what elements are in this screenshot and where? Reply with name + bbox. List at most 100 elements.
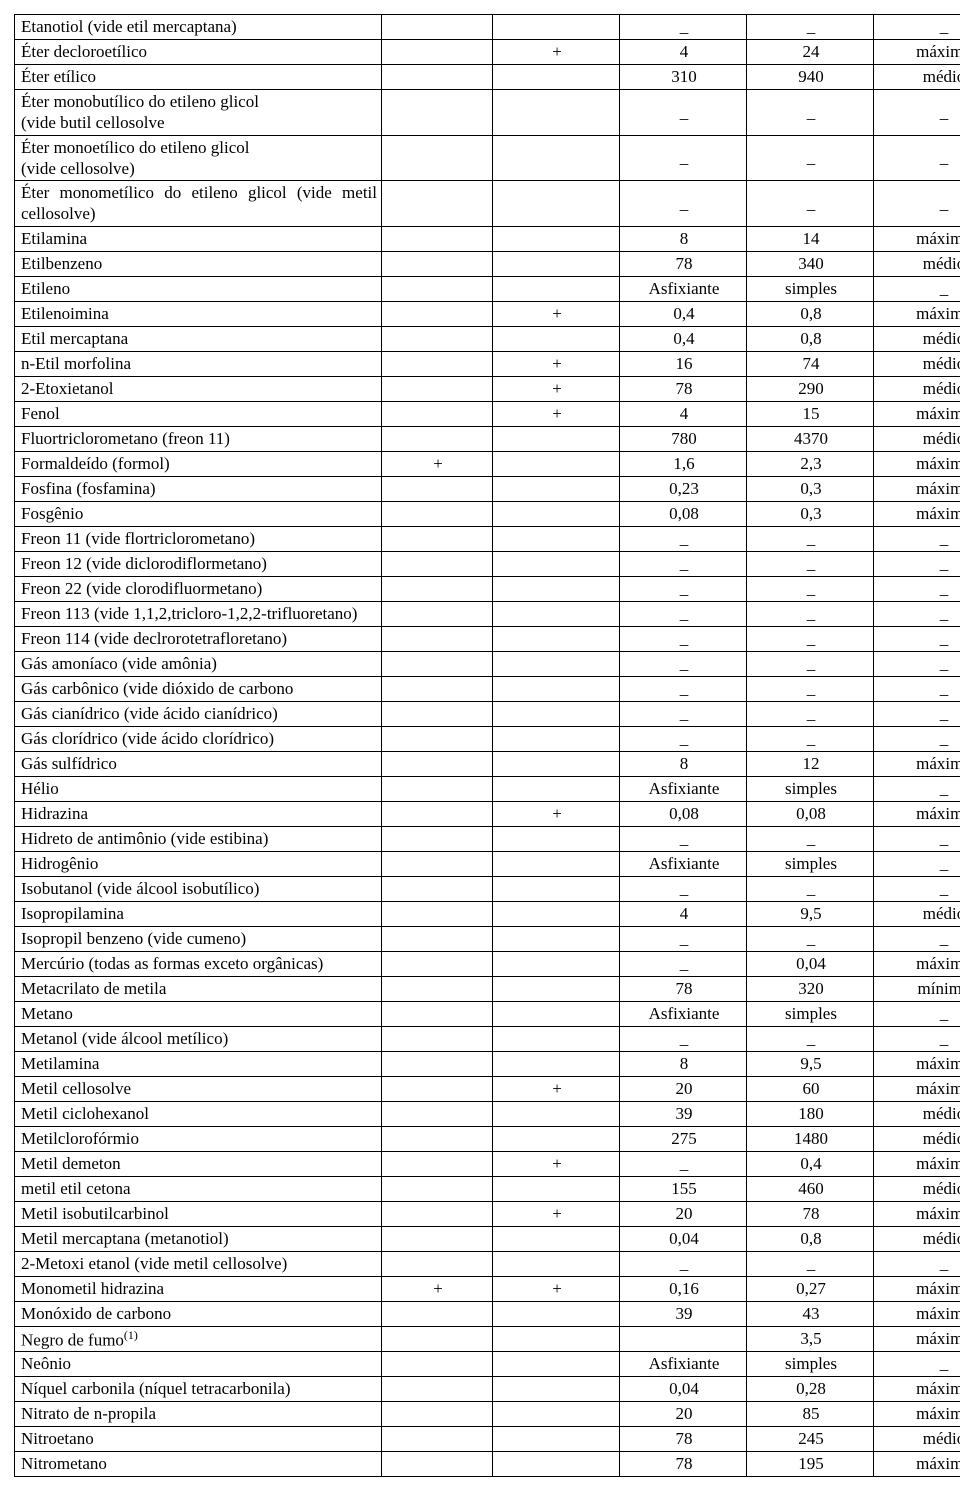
col-3-value: Asfixiante	[620, 851, 747, 876]
chemical-name: Negro de fumo(1)	[15, 1326, 382, 1352]
col-3-value: _	[620, 1251, 747, 1276]
col-4-value: _	[747, 181, 874, 227]
col-4-value: 245	[747, 1427, 874, 1452]
col-3-value: 8	[620, 751, 747, 776]
col-2-value	[493, 1301, 620, 1326]
col-1-value	[382, 851, 493, 876]
col-4-value: 0,4	[747, 1151, 874, 1176]
col-4-value: 0,08	[747, 801, 874, 826]
table-row: 2-Etoxietanol+78290médio	[15, 376, 960, 401]
col-4-value: _	[747, 1251, 874, 1276]
chemical-name: Fosfina (fosfamina)	[15, 476, 382, 501]
col-4-value: 15	[747, 401, 874, 426]
col-5-value: _	[874, 15, 960, 40]
col-1-value	[382, 1001, 493, 1026]
col-2-value: +	[493, 1151, 620, 1176]
col-3-value: Asfixiante	[620, 776, 747, 801]
col-3-value: 78	[620, 1452, 747, 1477]
col-3-value: 0,4	[620, 301, 747, 326]
table-row: Nitrato de n-propila2085máximo	[15, 1402, 960, 1427]
col-3-value: 78	[620, 1427, 747, 1452]
col-5-value: _	[874, 526, 960, 551]
col-1-value	[382, 601, 493, 626]
col-1-value	[382, 476, 493, 501]
col-2-value	[493, 1051, 620, 1076]
chemical-name: Metano	[15, 1001, 382, 1026]
chemical-name: Gás sulfídrico	[15, 751, 382, 776]
col-3-value: _	[620, 826, 747, 851]
col-2-value: +	[493, 351, 620, 376]
col-2-value	[493, 676, 620, 701]
col-3-value: 8	[620, 226, 747, 251]
col-1-value	[382, 751, 493, 776]
chemical-name: Éter monobutílico do etileno glicol(vide…	[15, 90, 382, 136]
col-4-value: 940	[747, 65, 874, 90]
table-row: n-Etil morfolina+1674médio	[15, 351, 960, 376]
col-5-value: _	[874, 1352, 960, 1377]
col-4-value: 2,3	[747, 451, 874, 476]
col-2-value: +	[493, 1276, 620, 1301]
table-row: Metil cellosolve+2060máximo	[15, 1076, 960, 1101]
col-2-value	[493, 1001, 620, 1026]
col-4-value: 78	[747, 1201, 874, 1226]
chemical-name: Éter monometílico do etileno glicol (vid…	[15, 181, 382, 227]
chemical-name: Formaldeído (formol)	[15, 451, 382, 476]
chemical-limits-table: Etanotiol (vide etil mercaptana)___Éter …	[14, 14, 960, 1477]
table-row: Etilbenzeno78340médio	[15, 251, 960, 276]
col-3-value: _	[620, 626, 747, 651]
col-5-value: _	[874, 676, 960, 701]
chemical-name: Isobutanol (vide álcool isobutílico)	[15, 876, 382, 901]
col-3-value: 20	[620, 1402, 747, 1427]
col-4-value: 85	[747, 1402, 874, 1427]
table-row: Hidreto de antimônio (vide estibina)___	[15, 826, 960, 851]
col-3-value: 16	[620, 351, 747, 376]
col-1-value	[382, 626, 493, 651]
table-row: Hidrazina+0,080,08máximo	[15, 801, 960, 826]
col-4-value: 340	[747, 251, 874, 276]
table-row: Metil demeton+_0,4máximo	[15, 1151, 960, 1176]
col-2-value	[493, 751, 620, 776]
col-1-value	[382, 976, 493, 1001]
table-row: Metacrilato de metila78320mínimo	[15, 976, 960, 1001]
col-2-value	[493, 326, 620, 351]
col-1-value	[382, 376, 493, 401]
col-2-value	[493, 951, 620, 976]
table-row: Freon 22 (vide clorodifluormetano)___	[15, 576, 960, 601]
col-1-value	[382, 1301, 493, 1326]
chemical-name: Nitroetano	[15, 1427, 382, 1452]
col-1-value: +	[382, 1276, 493, 1301]
col-3-value: 4	[620, 40, 747, 65]
col-1-value	[382, 1427, 493, 1452]
col-1-value	[382, 426, 493, 451]
table-row: Gás clorídrico (vide ácido clorídrico)__…	[15, 726, 960, 751]
col-1-value	[382, 526, 493, 551]
table-row: Metil mercaptana (metanotiol)0,040,8médi…	[15, 1226, 960, 1251]
chemical-name: Freon 12 (vide diclorodiflormetano)	[15, 551, 382, 576]
col-5-value: máximo	[874, 1076, 960, 1101]
col-1-value	[382, 1076, 493, 1101]
col-4-value: _	[747, 826, 874, 851]
col-5-value: _	[874, 601, 960, 626]
col-5-value: máximo	[874, 951, 960, 976]
col-2-value	[493, 1452, 620, 1477]
col-4-value: _	[747, 701, 874, 726]
col-2-value	[493, 1176, 620, 1201]
col-3-value: _	[620, 926, 747, 951]
col-1-value	[382, 1051, 493, 1076]
col-3-value: _	[620, 601, 747, 626]
col-5-value: máximo	[874, 501, 960, 526]
table-row: Gás cianídrico (vide ácido cianídrico)__…	[15, 701, 960, 726]
col-5-value: _	[874, 90, 960, 136]
table-row: Fluortriclorometano (freon 11)7804370méd…	[15, 426, 960, 451]
col-5-value: médio	[874, 901, 960, 926]
chemical-name: Éter monoetílico do etileno glicol(vide …	[15, 135, 382, 181]
col-2-value	[493, 476, 620, 501]
table-row: Éter monoetílico do etileno glicol(vide …	[15, 135, 960, 181]
col-2-value	[493, 1226, 620, 1251]
col-3-value: 0,4	[620, 326, 747, 351]
table-row: HélioAsfixiantesimples_	[15, 776, 960, 801]
col-1-value	[382, 801, 493, 826]
col-5-value: médio	[874, 1226, 960, 1251]
col-5-value: _	[874, 851, 960, 876]
chemical-name: 2-Metoxi etanol (vide metil cellosolve)	[15, 1251, 382, 1276]
